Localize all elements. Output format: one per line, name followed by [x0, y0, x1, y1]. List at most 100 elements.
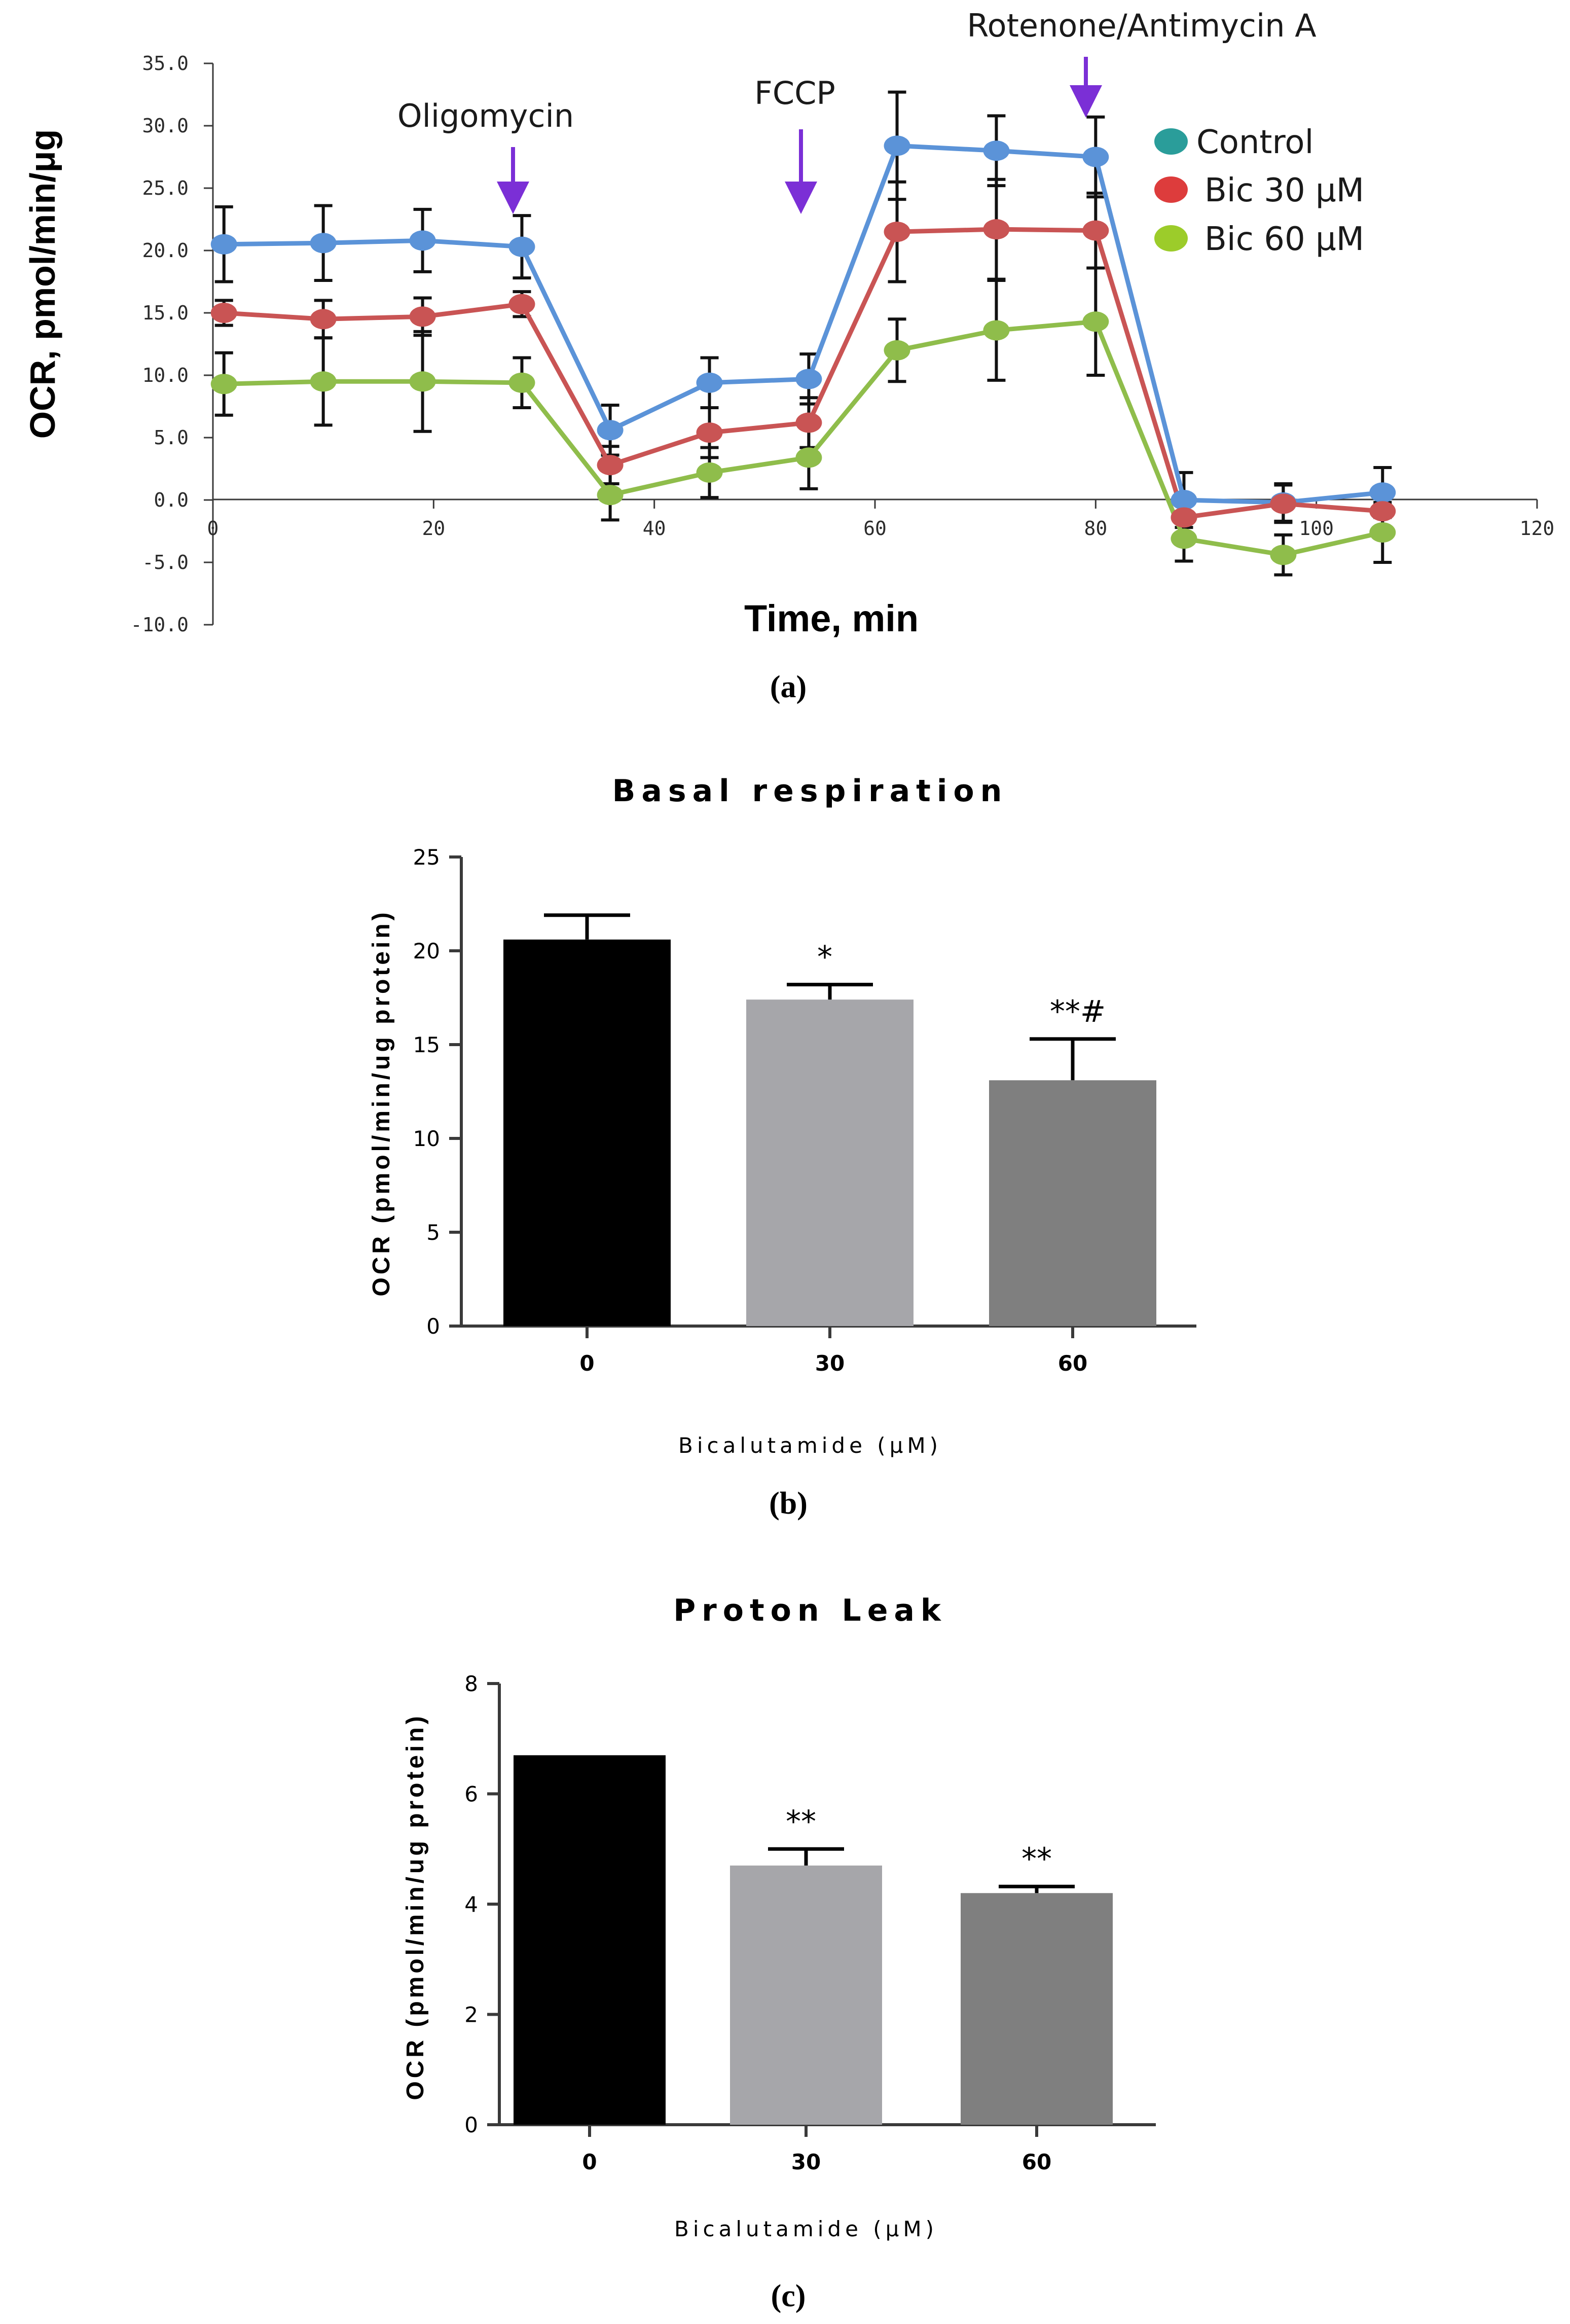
chart-c-title: Proton Leak — [673, 1593, 947, 1628]
data-point — [983, 320, 1010, 341]
chart-a-x-ticks: 0 20 40 60 80 100 120 — [207, 499, 1555, 540]
chart-c-x-tick-label: 60 — [1022, 2150, 1051, 2174]
data-point — [310, 233, 337, 254]
chart-b-y-tick-label: 20 — [413, 939, 440, 963]
chart-a-y-tick-label: 10.0 — [142, 364, 189, 386]
legend-item-bic30: Bic 30 μM — [1154, 172, 1364, 209]
significance-label: * — [817, 940, 832, 975]
data-point — [1082, 147, 1109, 167]
chart-c: Proton Leak 0 2 4 6 8 0 30 ** 60 ** OCR (pmol/mi… — [402, 1593, 1156, 2313]
data-point — [884, 340, 910, 361]
data-point — [210, 234, 237, 255]
legend-item-bic60: Bic 60 μM — [1154, 221, 1364, 258]
data-point — [210, 374, 237, 395]
chart-a-x-tick-label: 60 — [863, 517, 887, 540]
chart-a-y-ticks: 35.0 30.0 25.0 20.0 15.0 10.0 5.0 0.0 -5.0 -10.0 — [131, 52, 213, 636]
chart-b-y-tick-label: 25 — [413, 845, 440, 870]
chart-b: Basal respiration 0 5 10 15 20 25 0 30 * 60 **# O… — [368, 773, 1196, 1521]
chart-a-y-tick-label: -5.0 — [142, 551, 189, 574]
chart-c-x-tick-label: 0 — [582, 2150, 597, 2174]
data-point — [884, 135, 910, 156]
bar-60 — [989, 1080, 1156, 1326]
chart-a-x-tick-label: 80 — [1084, 517, 1107, 540]
chart-c-y-tick-label: 4 — [464, 1892, 478, 1917]
data-point — [597, 485, 624, 506]
bar-30 — [730, 1865, 882, 2125]
chart-c-y-tick-label: 8 — [464, 1671, 478, 1696]
panel-label-c: (c) — [771, 2279, 806, 2313]
chart-a-y-tick-label: 5.0 — [154, 426, 189, 449]
data-point — [597, 420, 624, 441]
chart-b-y-tick-label: 5 — [426, 1220, 440, 1245]
annotation-rotenone: Rotenone/Antimycin A — [967, 7, 1317, 118]
chart-c-y-tick-label: 0 — [464, 2113, 478, 2137]
annotation-fccp: FCCP — [754, 75, 835, 214]
chart-a-x-tick-label: 40 — [643, 517, 666, 540]
data-point — [795, 369, 822, 389]
legend-label-bic30: Bic 30 μM — [1204, 172, 1364, 209]
data-point — [409, 306, 436, 327]
chart-b-x-tick-label: 30 — [815, 1351, 845, 1376]
data-point — [310, 371, 337, 392]
chart-a-y-tick-label: 25.0 — [142, 177, 189, 199]
data-point — [508, 236, 535, 257]
chart-a-x-tick-label: 120 — [1520, 517, 1555, 540]
chart-a-series — [210, 90, 1396, 577]
legend-marker-control — [1154, 128, 1188, 155]
chart-a-x-tick-label: 100 — [1299, 517, 1334, 540]
bar-30 — [746, 999, 914, 1326]
data-point — [1171, 528, 1197, 549]
panel-label-b: (b) — [769, 1486, 808, 1521]
significance-label: ** — [786, 1804, 816, 1839]
chart-b-bars: 0 30 * 60 **# — [503, 913, 1156, 1376]
chart-a-y-tick-label: 35.0 — [142, 52, 189, 75]
data-point — [696, 422, 723, 443]
chart-a-y-tick-label: 20.0 — [142, 239, 189, 262]
chart-a: 35.030.025.020.015.010.05.00.0-5.0-10.0 … — [23, 7, 1554, 704]
bar-0 — [503, 939, 671, 1326]
chart-b-y-tick-label: 10 — [413, 1126, 440, 1151]
data-point — [409, 371, 436, 392]
bar-0 — [514, 1755, 666, 2125]
chart-c-y-tick-label: 6 — [464, 1782, 478, 1807]
significance-label: ** — [1021, 1841, 1052, 1877]
data-point — [310, 309, 337, 330]
data-point — [1369, 482, 1396, 503]
bar-60 — [961, 1893, 1113, 2125]
chart-b-x-tick-label: 60 — [1058, 1351, 1087, 1376]
series-bic60-points — [210, 311, 1396, 565]
chart-a-x-tick-label: 20 — [422, 517, 445, 540]
series-bic60-line — [224, 319, 1383, 557]
chart-a-ylabel: OCR, pmol/min/μg — [23, 129, 62, 439]
chart-b-y-tick-label: 0 — [426, 1314, 440, 1339]
data-point — [1171, 490, 1197, 510]
chart-a-y-tick-label: -10.0 — [131, 614, 189, 636]
legend-marker-bic30 — [1154, 176, 1188, 203]
data-point — [1369, 522, 1396, 543]
series-control-points — [210, 135, 1396, 513]
chart-b-y-tick-label: 15 — [413, 1032, 440, 1057]
chart-b-ylabel: OCR (pmol/min/ug protein) — [368, 909, 395, 1296]
legend-item-control: Control — [1154, 124, 1313, 161]
data-point — [1082, 220, 1109, 241]
annotation-fccp-label: FCCP — [754, 75, 835, 112]
data-point — [409, 230, 436, 251]
data-point — [795, 447, 822, 468]
chart-c-y-tick-label: 2 — [464, 2003, 478, 2027]
chart-c-bars: 0 30 ** 60 ** — [514, 1755, 1113, 2174]
data-point — [1270, 493, 1297, 514]
chart-c-xlabel: Bicalutamide (μM) — [674, 2216, 938, 2241]
data-point — [508, 372, 535, 393]
data-point — [795, 412, 822, 433]
panel-label-a: (a) — [770, 670, 807, 704]
data-point — [983, 219, 1010, 240]
legend-marker-bic60 — [1154, 225, 1188, 252]
chart-c-ylabel: OCR (pmol/min/ug protein) — [402, 1713, 429, 2100]
data-point — [884, 222, 910, 242]
data-point — [1171, 507, 1197, 528]
chart-a-x-tick-label: 0 — [207, 517, 219, 540]
chart-a-y-tick-label: 15.0 — [142, 302, 189, 324]
data-point — [597, 455, 624, 476]
data-point — [1082, 311, 1109, 332]
